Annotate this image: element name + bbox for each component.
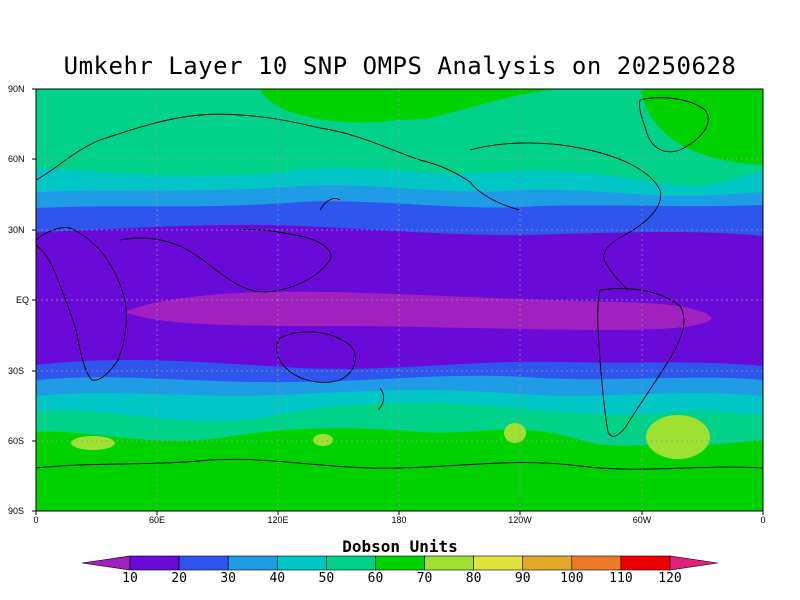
lat-label-60n: 60N — [8, 154, 25, 164]
colorbar-tick-label: 40 — [269, 571, 286, 586]
lat-label-30s: 30S — [8, 366, 25, 376]
colorbar-lower-arrow — [81, 555, 131, 571]
colorbar-box — [227, 555, 278, 571]
colorbar-tick-label: 50 — [318, 571, 335, 586]
band-60-north-left — [36, 89, 263, 95]
colorbar-box — [571, 555, 622, 571]
axis-ticks — [32, 88, 764, 515]
band-10 — [125, 291, 712, 330]
lat-label-90s: 90S — [8, 506, 25, 516]
colorbar-tick-label: 70 — [416, 571, 433, 586]
colorbar-title: Dobson Units — [342, 537, 458, 556]
colorbar-box — [326, 555, 376, 571]
lon-label-60w: 60W — [632, 515, 652, 525]
max-80-d — [646, 415, 710, 459]
colorbar-tick-label: 100 — [560, 571, 584, 586]
lon-label-0-end: 0 — [760, 515, 766, 525]
colorbar-tick-label: 80 — [465, 571, 482, 586]
lon-label-120e: 120E — [267, 515, 289, 525]
colorbar-tick-label: 120 — [658, 571, 682, 586]
lat-label-90n: 90N — [8, 84, 25, 94]
colorbar — [81, 555, 719, 571]
lon-label-60e: 60E — [148, 515, 166, 525]
colorbar-tick-label: 30 — [220, 571, 236, 586]
max-80-a — [71, 436, 115, 450]
colorbar-box — [473, 555, 524, 571]
lon-label-0: 0 — [33, 515, 39, 525]
lon-label-120w: 120W — [508, 515, 532, 525]
colorbar-box — [424, 555, 474, 571]
colorbar-box — [178, 555, 229, 571]
colorbar-box — [620, 555, 671, 571]
colorbar-box — [276, 555, 327, 571]
colorbar-tick-label: 110 — [609, 571, 633, 586]
colorbar-tick-label: 90 — [514, 571, 531, 586]
colorbar-box — [375, 555, 425, 571]
map-title: Umkehr Layer 10 SNP OMPS Analysis on 202… — [63, 52, 737, 80]
max-80-b — [313, 434, 333, 446]
graticule — [36, 89, 763, 511]
colorbar-box — [129, 555, 180, 571]
band-70-south — [36, 428, 763, 511]
max-80-c — [504, 423, 526, 443]
lon-label-180: 180 — [391, 515, 407, 525]
lat-label-30n: 30N — [8, 225, 25, 235]
north-cap-70 — [260, 89, 500, 123]
colorbar-tick-label: 20 — [171, 571, 187, 586]
colorbar-tick-label: 10 — [122, 571, 138, 586]
lat-label-60s: 60S — [8, 436, 25, 446]
colorbar-tick-label: 60 — [367, 571, 384, 586]
colorbar-box — [522, 555, 573, 571]
coastlines — [36, 97, 763, 470]
colorbar-upper-arrow — [669, 555, 719, 571]
lat-label-eq: EQ — [16, 295, 30, 305]
